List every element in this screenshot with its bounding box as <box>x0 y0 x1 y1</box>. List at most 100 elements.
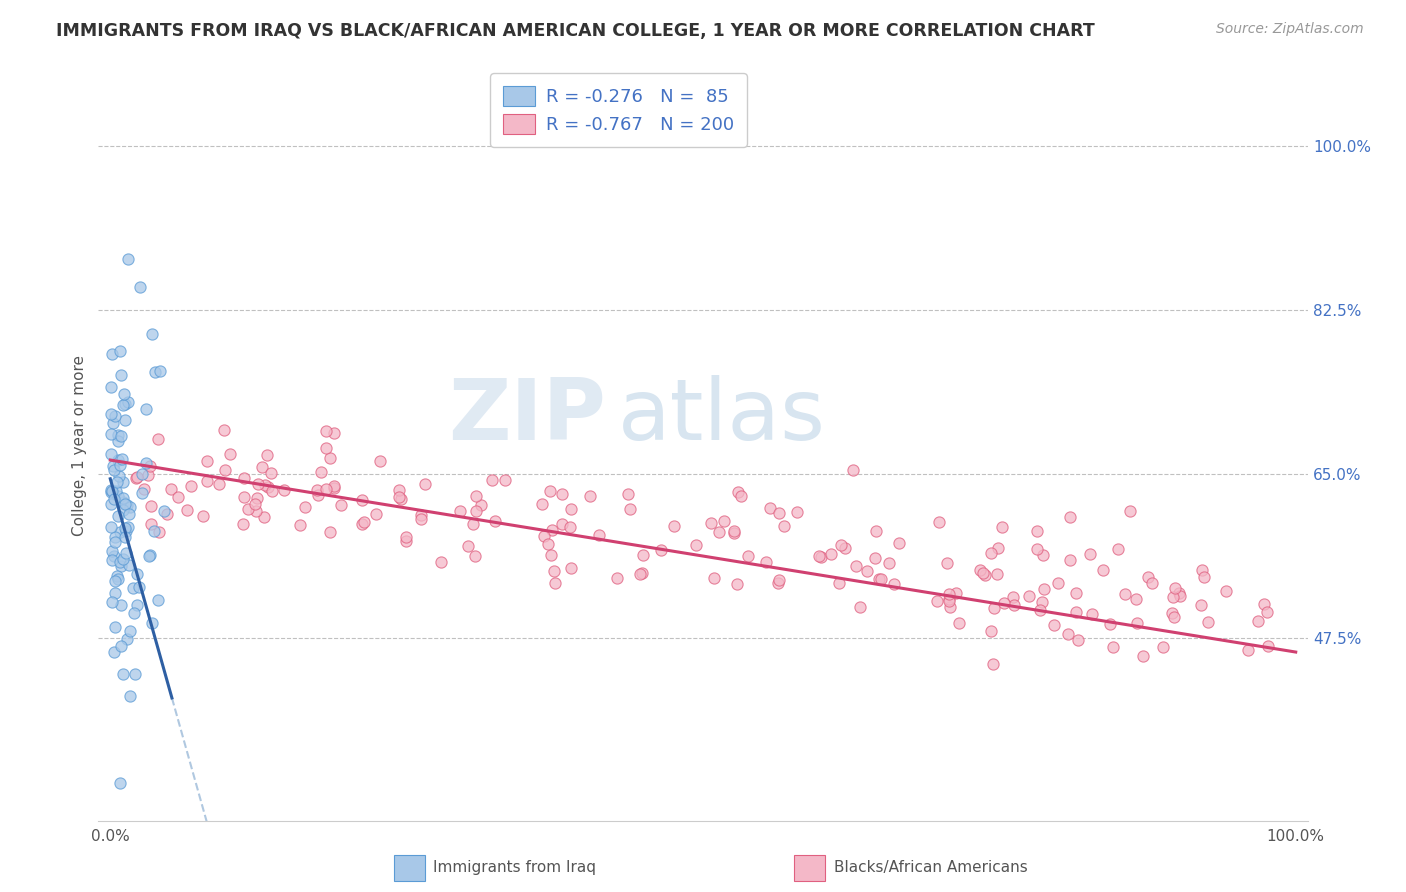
Point <box>100 447 122 461</box>
Point <box>1099 616 1122 631</box>
Point <box>125 567 148 582</box>
Text: ZIP: ZIP <box>449 375 606 458</box>
Point <box>465 504 488 518</box>
Point <box>100 407 122 421</box>
Point <box>551 487 574 501</box>
Point <box>107 489 129 503</box>
Point <box>195 454 218 468</box>
Point <box>730 489 752 503</box>
Point <box>865 524 887 538</box>
Point <box>101 543 124 558</box>
Point <box>481 474 503 488</box>
Point <box>650 543 672 558</box>
Point <box>191 508 214 523</box>
Point <box>810 549 832 564</box>
Point <box>125 471 148 485</box>
Text: IMMIGRANTS FROM IRAQ VS BLACK/AFRICAN AMERICAN COLLEGE, 1 YEAR OR MORE CORRELATI: IMMIGRANTS FROM IRAQ VS BLACK/AFRICAN AM… <box>56 22 1095 40</box>
Point <box>1257 639 1279 653</box>
Point <box>107 573 129 587</box>
Point <box>100 520 122 534</box>
Point <box>125 598 148 612</box>
Point <box>1164 581 1187 595</box>
Point <box>212 423 235 437</box>
Point <box>551 516 574 531</box>
Point <box>167 491 190 505</box>
Point <box>143 524 166 539</box>
Point <box>1025 524 1047 538</box>
Point <box>118 558 141 573</box>
Point <box>631 548 654 562</box>
Point <box>531 497 554 511</box>
Point <box>1191 563 1213 577</box>
Point <box>1064 586 1087 600</box>
Point <box>411 508 433 523</box>
Point <box>820 547 842 561</box>
Point <box>135 401 157 416</box>
Point <box>786 505 808 519</box>
Point <box>111 491 134 506</box>
Point <box>103 459 125 474</box>
Point <box>845 559 868 574</box>
Point <box>138 549 160 563</box>
Point <box>143 366 166 380</box>
Point <box>315 424 337 438</box>
Point <box>939 599 962 614</box>
Point <box>368 454 391 468</box>
Point <box>315 482 337 496</box>
Point <box>104 534 127 549</box>
Point <box>578 489 600 503</box>
Point <box>464 549 486 563</box>
Point <box>541 523 564 537</box>
Point <box>461 516 484 531</box>
Point <box>413 476 436 491</box>
Point <box>107 434 129 448</box>
Point <box>938 594 960 608</box>
Point <box>350 516 373 531</box>
Point <box>315 441 337 455</box>
Point <box>990 520 1012 534</box>
Point <box>768 506 790 520</box>
Point <box>232 490 254 504</box>
Point <box>236 502 259 516</box>
Point <box>1140 576 1163 591</box>
Point <box>110 639 132 653</box>
Point <box>112 386 135 401</box>
Point <box>111 475 134 489</box>
Point <box>104 620 127 634</box>
Point <box>856 564 879 578</box>
Point <box>617 487 640 501</box>
Point <box>156 508 179 522</box>
Point <box>1064 605 1087 619</box>
Point <box>1018 589 1040 603</box>
Point <box>925 594 948 608</box>
Point <box>160 482 183 496</box>
Point <box>117 252 139 266</box>
Point <box>533 529 555 543</box>
Point <box>494 474 516 488</box>
Point <box>114 530 136 544</box>
Point <box>969 563 991 577</box>
Point <box>1056 627 1078 641</box>
Point <box>1194 570 1216 584</box>
Point <box>538 484 561 499</box>
Point <box>470 498 492 512</box>
Point <box>103 409 125 424</box>
Point <box>112 503 135 517</box>
Point <box>103 586 125 600</box>
Point <box>107 509 129 524</box>
Point <box>256 449 278 463</box>
Point <box>112 667 135 681</box>
Point <box>1197 615 1219 630</box>
Point <box>945 586 967 600</box>
Point <box>364 507 387 521</box>
Point <box>139 458 162 473</box>
Point <box>544 575 567 590</box>
Point <box>100 553 122 567</box>
Point <box>107 453 129 467</box>
Point <box>131 485 153 500</box>
Point <box>1168 590 1191 604</box>
Point <box>124 666 146 681</box>
Y-axis label: College, 1 year or more: College, 1 year or more <box>72 356 87 536</box>
Point <box>703 571 725 585</box>
Point <box>101 347 124 361</box>
